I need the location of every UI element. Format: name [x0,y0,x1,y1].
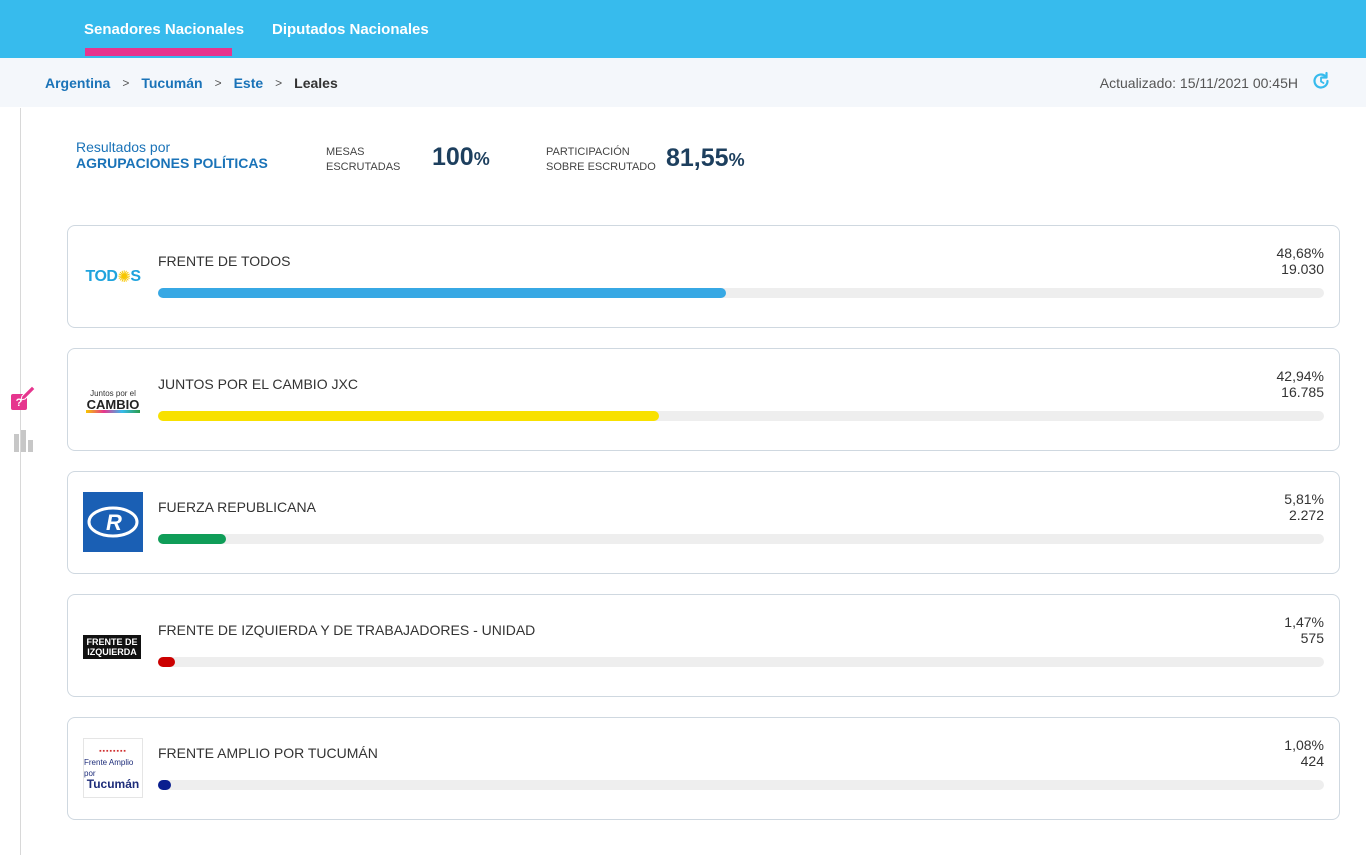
svg-text:?: ? [16,397,23,409]
party-votes: 575 [1300,630,1324,646]
breadcrumb-separator: > [214,75,222,90]
breadcrumb-tucuman[interactable]: Tucumán [141,74,203,91]
party-card-frente-amplio-por-tucuman[interactable]: ▪▪▪▪▪▪▪▪ Frente Amplio por Tucumán FRENT… [67,717,1340,820]
breadcrumb-este[interactable]: Este [233,74,264,91]
vote-share-bar [158,534,1324,544]
last-updated: Actualizado: 15/11/2021 00:45H [1099,74,1298,91]
party-votes: 16.785 [1281,384,1324,400]
vote-share-bar [158,411,1324,421]
ballot-icon[interactable]: ? [10,384,36,412]
party-name: FRENTE DE TODOS [158,253,291,269]
active-tab-indicator [85,48,232,56]
party-results: 42,94% 16.785 [1277,368,1324,400]
party-card-frente-de-todos[interactable]: TOD ✺ S FRENTE DE TODOS 48,68% 19.030 [67,225,1340,328]
party-name: FRENTE DE IZQUIERDA Y DE TRABAJADORES - … [158,622,536,638]
party-name: FUERZA REPUBLICANA [158,499,316,515]
vote-share-fill [158,411,659,421]
party-card-frente-de-izquierda[interactable]: FRENTE DE IZQUIERDA FRENTE DE IZQUIERDA … [67,594,1340,697]
party-votes: 424 [1300,753,1324,769]
participacion-value: 81,55% [666,144,745,172]
party-card-fuerza-republicana[interactable]: R FUERZA REPUBLICANA 5,81% 2.272 [67,471,1340,574]
bar-chart-icon[interactable] [14,430,34,452]
top-nav: Senadores Nacionales Diputados Nacionale… [0,0,1366,58]
vote-share-fill [158,780,171,790]
juntos-por-el-cambio-logo: Juntos por el CAMBIO [86,388,140,413]
party-results: 5,81% 2.272 [1284,491,1324,523]
party-name: FRENTE AMPLIO POR TUCUMÁN [158,745,378,761]
breadcrumb-separator: > [275,75,283,90]
party-percent: 48,68% [1276,245,1324,261]
breadcrumb-bar: Argentina > Tucumán > Este > Leales Actu… [0,58,1366,107]
party-percent: 5,81% [1284,491,1324,507]
breadcrumb-separator: > [122,75,130,90]
results-by-label: Resultados por [76,139,171,155]
party-percent: 42,94% [1276,368,1324,384]
party-results: 1,08% 424 [1284,737,1324,769]
mesas-escrutadas-label: MESAS ESCRUTADAS [326,146,401,173]
vote-share-fill [158,534,226,544]
party-percent: 1,08% [1284,737,1324,753]
party-percent: 1,47% [1284,614,1324,630]
svg-text:R: R [106,510,122,535]
results-by-groups: AGRUPACIONES POLÍTICAS [76,155,268,171]
mesas-escrutadas-value: 100% [432,143,490,171]
frente-de-todos-logo: TOD ✺ S [85,268,141,286]
vote-share-bar [158,657,1324,667]
participacion-label: PARTICIPACIÓN SOBRE ESCRUTADO [546,146,656,173]
party-votes: 2.272 [1288,507,1324,523]
refresh-icon[interactable] [1311,71,1331,91]
tab-senadores-nacionales[interactable]: Senadores Nacionales [84,20,245,38]
frente-de-izquierda-logo: FRENTE DE IZQUIERDA [83,635,141,659]
frente-amplio-por-tucuman-logo: ▪▪▪▪▪▪▪▪ Frente Amplio por Tucumán [83,738,143,798]
left-rail-divider [20,108,21,855]
breadcrumb: Argentina > Tucumán > Este > Leales [45,58,338,107]
party-results: 1,47% 575 [1284,614,1324,646]
party-card-juntos-por-el-cambio[interactable]: Juntos por el CAMBIO JUNTOS POR EL CAMBI… [67,348,1340,451]
tab-diputados-nacionales[interactable]: Diputados Nacionales [272,20,429,38]
vote-share-fill [158,288,726,298]
breadcrumb-argentina[interactable]: Argentina [45,74,111,91]
party-results: 48,68% 19.030 [1277,245,1324,277]
breadcrumb-current: Leales [294,74,338,91]
vote-share-bar [158,780,1324,790]
vote-share-bar [158,288,1324,298]
vote-share-fill [158,657,176,667]
party-votes: 19.030 [1281,261,1324,277]
party-name: JUNTOS POR EL CAMBIO JXC [158,376,358,392]
fuerza-republicana-logo: R [83,492,143,552]
